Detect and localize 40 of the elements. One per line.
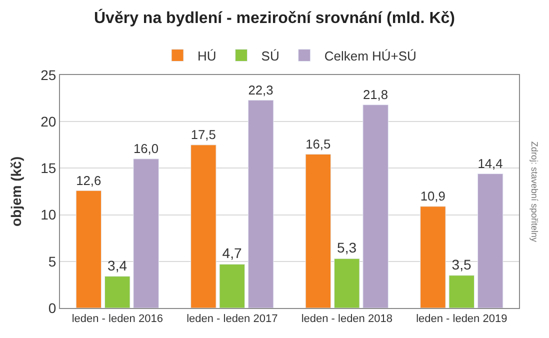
legend-label: SÚ <box>261 48 280 64</box>
data-label: 5,3 <box>337 240 357 256</box>
data-label: 16,5 <box>306 136 331 152</box>
y-tick-label: 5 <box>48 253 56 270</box>
bar <box>362 104 388 308</box>
y-tick-label: 25 <box>40 66 56 83</box>
bar <box>477 174 504 308</box>
bar <box>104 276 130 308</box>
legend-label: HÚ <box>198 48 216 64</box>
bar <box>190 144 216 308</box>
bar <box>248 100 274 308</box>
bar <box>305 154 332 308</box>
data-label: 22,3 <box>248 82 274 98</box>
legend-label: Celkem HÚ+SÚ <box>324 48 416 64</box>
bar <box>133 158 159 308</box>
data-label: 17,5 <box>190 127 216 142</box>
bar <box>420 206 446 308</box>
data-label: 12,6 <box>76 172 102 188</box>
y-axis-title: objem (kč) <box>8 156 24 227</box>
bar <box>76 190 102 308</box>
bar <box>448 275 474 308</box>
text: Zdroj: stavební spořitelny <box>530 141 540 242</box>
y-tick-label: 20 <box>40 114 56 130</box>
x-tick-label: leden - leden 2017 <box>186 313 278 326</box>
x-tick-label: leden - leden 2018 <box>301 313 392 326</box>
data-label: 3,4 <box>108 257 128 274</box>
x-tick-label: leden - leden 2016 <box>72 313 163 326</box>
data-label: 16,0 <box>133 141 158 156</box>
data-label: 21,8 <box>362 87 388 102</box>
data-label: 14,4 <box>478 156 503 172</box>
bar <box>219 264 245 308</box>
x-tick-label: leden - leden 2019 <box>416 313 508 326</box>
y-tick-label: 15 <box>40 160 56 176</box>
y-tick-label: 10 <box>40 206 56 223</box>
data-label: 3,5 <box>452 256 472 272</box>
data-label: 10,9 <box>420 188 446 204</box>
bar <box>334 258 360 308</box>
chart-title: Úvěry na bydlení - meziroční srovnání (mld. Kč) <box>94 8 455 28</box>
data-label: 4,7 <box>222 245 242 262</box>
y-tick-label: 0 <box>48 300 56 316</box>
